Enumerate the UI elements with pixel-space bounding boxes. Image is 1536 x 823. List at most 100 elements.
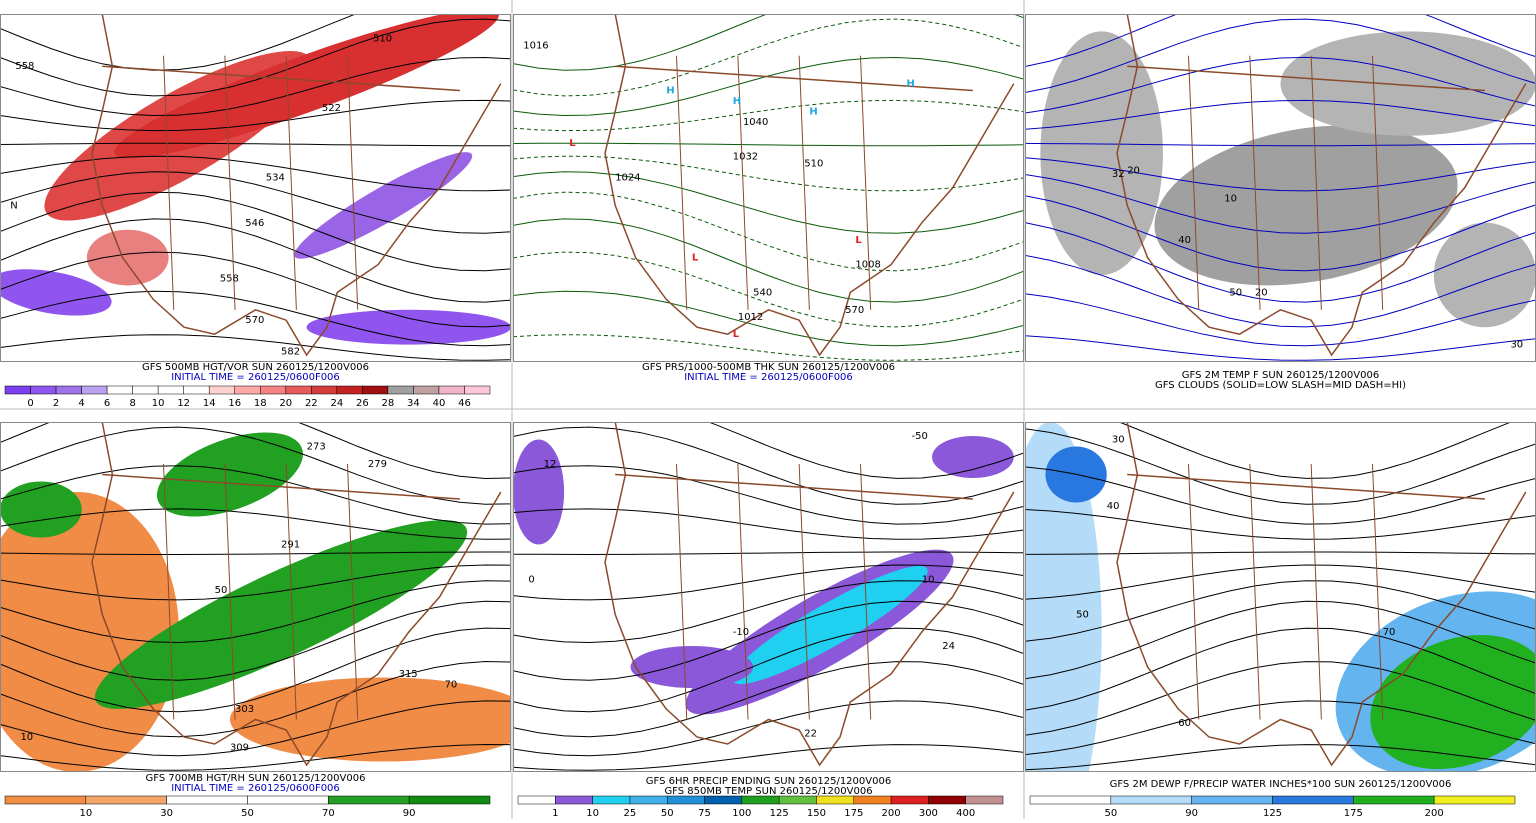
colorbar-segment (311, 386, 337, 394)
colorbar-label: 22 (305, 398, 318, 409)
colorbar-label: 14 (203, 398, 216, 409)
colorbar-label: 10 (586, 808, 599, 819)
map-label: L (569, 138, 576, 149)
colorbar-label: 175 (844, 808, 863, 819)
colorbar-segment (1192, 796, 1273, 804)
colorbar-label: 10 (152, 398, 165, 409)
colorbar-label: 125 (1263, 808, 1282, 819)
colorbar-segment (1030, 796, 1111, 804)
colorbar-segment (5, 796, 86, 804)
map-label: -10 (733, 627, 749, 638)
map-label: 10 (1224, 193, 1237, 204)
map-label: 1008 (855, 260, 880, 271)
colorbar-segment (413, 386, 439, 394)
map-label: 0 (528, 575, 534, 586)
colorbar-segment (667, 796, 704, 804)
colorbar-segment (158, 386, 184, 394)
map-label: H (906, 79, 914, 90)
colorbar-segment (337, 386, 363, 394)
colorbar-label: 18 (254, 398, 267, 409)
map-label: 273 (307, 442, 326, 453)
colorbar-segment (248, 796, 329, 804)
map-label: L (692, 253, 699, 264)
map-label: 60 (1178, 718, 1191, 729)
map-label: 315 (399, 669, 418, 680)
map-panel: HHHHLLLL10401032102410161008101251054057… (513, 0, 1024, 362)
colorbar-label: 90 (403, 808, 416, 819)
map-label: 540 (753, 287, 772, 298)
map-label: 30 (1112, 435, 1125, 446)
colorbar-segment (816, 796, 853, 804)
caption: INITIAL TIME = 260125/0600F006 (171, 372, 340, 383)
colorbar-label: 0 (27, 398, 33, 409)
map-label: 558 (220, 273, 239, 284)
map-label: 30 (1510, 340, 1523, 351)
map-label: 570 (245, 315, 264, 326)
colorbar-segment (464, 386, 490, 394)
colorbar-label: 125 (770, 808, 789, 819)
map-label: H (809, 106, 817, 117)
map-label: L (733, 329, 740, 340)
colorbar-segment (56, 386, 82, 394)
map-label: 1012 (738, 312, 763, 323)
colorbar-segment (5, 386, 31, 394)
colorbar-segment (1353, 796, 1434, 804)
colorbar-label: 26 (356, 398, 369, 409)
colorbar-label: 30 (160, 808, 173, 819)
colorbar-segment (439, 386, 465, 394)
map-label: 50 (215, 585, 228, 596)
colorbar-segment (235, 386, 261, 394)
map-label: 32 (1112, 169, 1125, 180)
map-label: 534 (266, 173, 285, 184)
map-label: 522 (322, 103, 341, 114)
map-label: -50 (912, 431, 928, 442)
colorbar-label: 70 (322, 808, 335, 819)
caption: GFS CLOUDS (SOLID=LOW SLASH=MID DASH=HI) (1155, 380, 1406, 391)
colorbar-segment (1434, 796, 1515, 804)
colorbar-label: 100 (732, 808, 751, 819)
map-label: 309 (230, 743, 249, 754)
colorbar-segment (107, 386, 133, 394)
colorbar-label: 175 (1344, 808, 1363, 819)
colorbar-label: 90 (1185, 808, 1198, 819)
map-label: 20 (1127, 166, 1140, 177)
map-label: 279 (368, 459, 387, 470)
shaded-area (513, 440, 564, 545)
shaded-area (0, 482, 82, 538)
colorbar-label: 200 (1425, 808, 1444, 819)
caption: GFS 2M DEWP F/PRECIP WATER INCHES*100 SU… (1110, 779, 1452, 790)
map-label: 50 (1076, 610, 1089, 621)
map-label: 510 (804, 159, 823, 170)
colorbar-label: 40 (433, 398, 446, 409)
map-label: 1040 (743, 117, 768, 128)
colorbar-segment (854, 796, 891, 804)
colorbar-segment (209, 386, 235, 394)
map-label: 40 (1178, 235, 1191, 246)
colorbar-segment (167, 796, 248, 804)
map-label: 12 (544, 459, 557, 470)
map-label: 24 (942, 641, 955, 652)
colorbar-segment (184, 386, 210, 394)
map-label: 558 (15, 61, 34, 72)
colorbar-segment (82, 386, 108, 394)
colorbar-segment (388, 386, 414, 394)
colorbar-label: 24 (330, 398, 343, 409)
colorbar-segment (409, 796, 490, 804)
caption: INITIAL TIME = 260125/0600F006 (684, 372, 853, 383)
map-label: 1016 (523, 40, 548, 51)
map-label: N (10, 200, 17, 211)
map-label: H (666, 86, 674, 97)
colorbar-segment (742, 796, 779, 804)
map-label: 1024 (615, 173, 640, 184)
colorbar-label: 150 (807, 808, 826, 819)
colorbar-segment (966, 796, 1003, 804)
map-label: 291 (281, 540, 300, 551)
colorbar-label: 46 (458, 398, 471, 409)
shaded-area (1281, 31, 1536, 135)
colorbar-label: 6 (104, 398, 110, 409)
colorbar-label: 200 (882, 808, 901, 819)
